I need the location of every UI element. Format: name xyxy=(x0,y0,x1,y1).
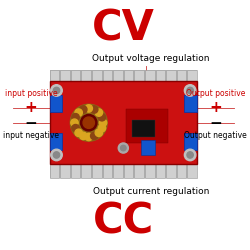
Bar xyxy=(50,70,59,84)
Bar xyxy=(124,164,134,178)
Text: CC: CC xyxy=(93,201,154,243)
Text: input positive: input positive xyxy=(5,90,58,98)
Bar xyxy=(92,70,102,84)
Circle shape xyxy=(95,109,102,116)
Circle shape xyxy=(70,104,107,141)
Circle shape xyxy=(99,119,107,126)
Bar xyxy=(132,120,155,136)
Bar xyxy=(113,164,123,178)
Bar xyxy=(124,70,134,84)
Bar xyxy=(187,70,197,84)
Bar xyxy=(177,164,186,178)
Text: input negative: input negative xyxy=(3,131,59,140)
Circle shape xyxy=(53,87,60,94)
Circle shape xyxy=(90,106,98,113)
Bar xyxy=(113,70,123,84)
Bar xyxy=(71,70,81,84)
Bar xyxy=(187,164,197,178)
Circle shape xyxy=(120,145,126,151)
Circle shape xyxy=(184,149,196,161)
Circle shape xyxy=(98,114,106,121)
Bar xyxy=(60,164,70,178)
Text: −: − xyxy=(25,116,38,131)
Bar xyxy=(102,70,112,84)
Bar xyxy=(50,81,197,164)
Bar xyxy=(156,164,165,178)
Text: Output voltage regulation: Output voltage regulation xyxy=(92,54,210,63)
Bar xyxy=(82,164,91,178)
Circle shape xyxy=(83,117,94,128)
Circle shape xyxy=(75,129,82,136)
Circle shape xyxy=(80,132,87,140)
Bar xyxy=(141,140,155,155)
Text: Output positive: Output positive xyxy=(186,90,245,98)
Bar xyxy=(166,70,176,84)
Bar xyxy=(134,70,144,84)
Bar xyxy=(50,164,59,178)
Bar xyxy=(184,95,197,112)
Bar xyxy=(156,70,165,84)
Text: −: − xyxy=(209,116,222,131)
Bar xyxy=(92,164,102,178)
Circle shape xyxy=(75,109,82,116)
Bar xyxy=(50,95,62,112)
Bar xyxy=(50,164,197,178)
Bar xyxy=(50,133,62,150)
Text: +: + xyxy=(209,100,222,115)
Circle shape xyxy=(85,133,92,141)
Circle shape xyxy=(71,119,78,126)
Circle shape xyxy=(187,87,193,94)
Circle shape xyxy=(53,152,60,158)
Text: CV: CV xyxy=(92,7,155,49)
Text: +: + xyxy=(25,100,38,115)
Bar xyxy=(184,133,197,150)
Circle shape xyxy=(80,106,87,113)
Bar xyxy=(71,164,81,178)
Circle shape xyxy=(90,132,98,140)
Bar xyxy=(166,164,176,178)
Text: Output negative: Output negative xyxy=(184,131,247,140)
Bar xyxy=(60,70,70,84)
Circle shape xyxy=(51,149,62,161)
Circle shape xyxy=(72,124,79,132)
Bar xyxy=(50,70,197,84)
Circle shape xyxy=(72,114,79,121)
Circle shape xyxy=(80,114,97,131)
Bar xyxy=(177,70,186,84)
Circle shape xyxy=(51,85,62,96)
Circle shape xyxy=(187,152,193,158)
Circle shape xyxy=(95,129,102,136)
Circle shape xyxy=(118,143,128,153)
Bar xyxy=(145,164,155,178)
Text: Output current regulation: Output current regulation xyxy=(93,187,209,196)
Circle shape xyxy=(184,85,196,96)
Bar xyxy=(145,70,155,84)
Circle shape xyxy=(98,124,106,132)
Bar xyxy=(82,70,91,84)
Circle shape xyxy=(85,105,92,112)
Bar xyxy=(102,164,112,178)
Bar xyxy=(134,164,144,178)
Bar xyxy=(126,109,168,144)
